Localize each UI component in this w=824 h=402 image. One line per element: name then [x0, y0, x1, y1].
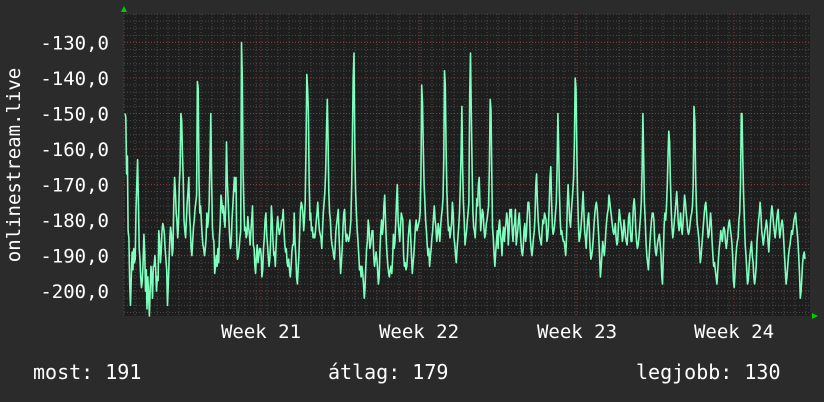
y-tick-label: -150,0	[40, 103, 109, 125]
line-chart: -130,0 -140,0 -150,0 -160,0 -170,0 -180,0 -190…	[3, 6, 818, 343]
summary-footer: most: 191 átlag: 179 legjobb: 130	[0, 360, 824, 390]
y-tick-label: -170,0	[40, 175, 109, 197]
y-tick-label: -190,0	[40, 246, 109, 268]
y-tick-label: -130,0	[40, 32, 109, 54]
current-value-text: most: 191	[33, 360, 142, 384]
x-tick-label: Week 23	[537, 321, 617, 343]
average-value-text: átlag: 179	[328, 360, 449, 384]
y-tick-label: -160,0	[40, 139, 109, 161]
x-tick-label: Week 24	[694, 321, 774, 343]
y-tick-label: -140,0	[40, 68, 109, 90]
x-axis-ticks: Week 21 Week 22 Week 23 Week 24	[221, 321, 774, 343]
x-tick-label: Week 22	[379, 321, 459, 343]
y-tick-label: -180,0	[40, 210, 109, 232]
y-axis-ticks: -130,0 -140,0 -150,0 -160,0 -170,0 -180,0 -190…	[40, 32, 109, 303]
y-axis-arrow-icon	[121, 6, 127, 12]
y-axis-label: onlinestream.live	[3, 68, 25, 262]
series-line	[124, 41, 806, 317]
x-tick-label: Week 21	[221, 321, 301, 343]
x-axis-arrow-icon	[812, 313, 818, 319]
y-tick-label: -200,0	[40, 281, 109, 303]
best-value-text: legjobb: 130	[636, 360, 781, 384]
